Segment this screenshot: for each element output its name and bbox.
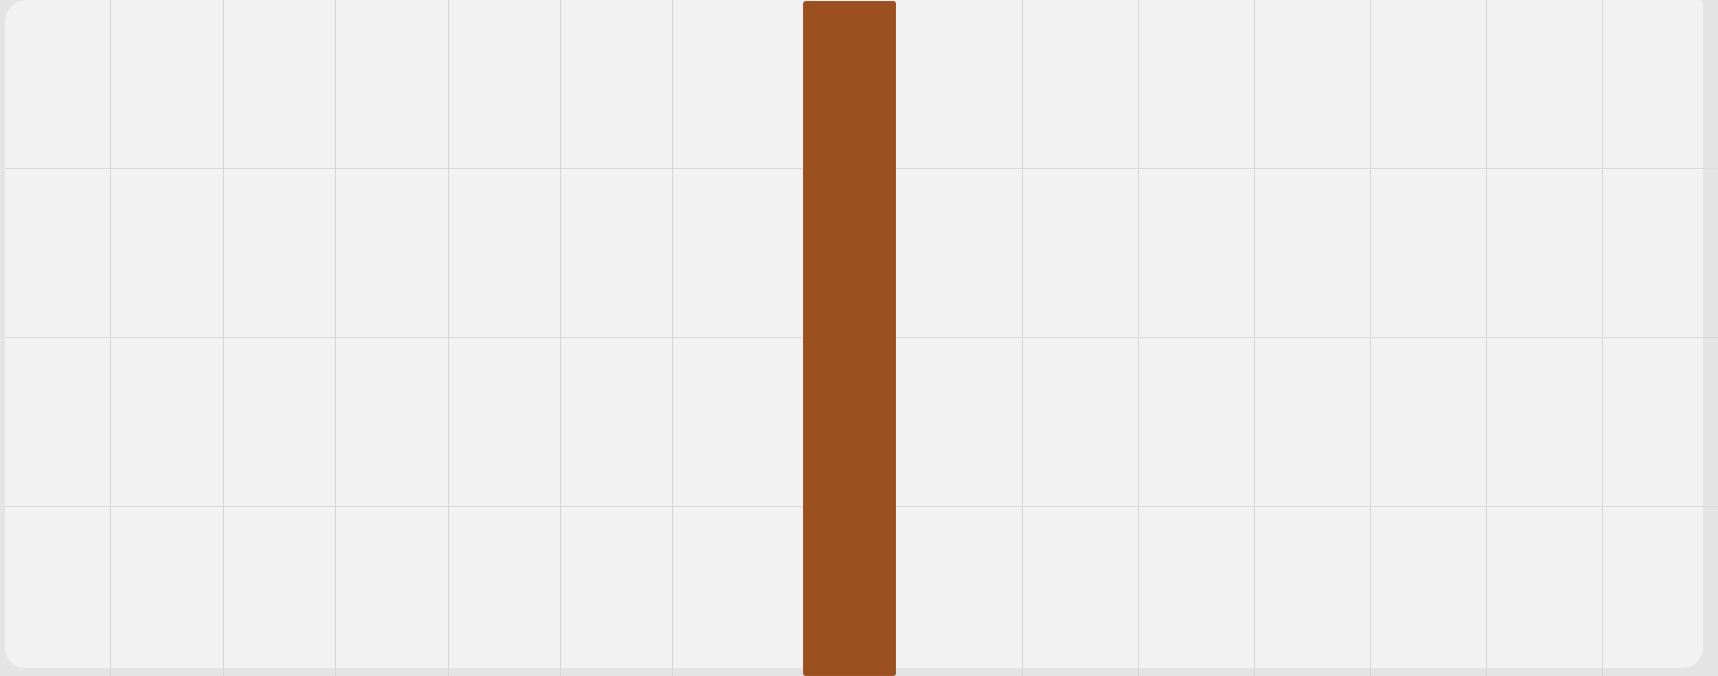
grid-line-vertical	[223, 0, 224, 668]
grid-line-vertical	[1602, 0, 1603, 668]
grid-line-vertical	[335, 668, 336, 676]
grid-line-vertical	[335, 0, 336, 668]
grid-line-vertical	[223, 668, 224, 676]
grid-line-vertical	[1486, 668, 1487, 676]
grid-line-vertical	[1022, 668, 1023, 676]
grid-line-horizontal	[1703, 337, 1718, 338]
grid-line-vertical	[448, 0, 449, 668]
grid-line-vertical	[1370, 0, 1371, 668]
grid-line-vertical	[1254, 668, 1255, 676]
grid-line-vertical	[560, 0, 561, 668]
grid-line-vertical	[1138, 668, 1139, 676]
grid-line-vertical	[1602, 668, 1603, 676]
vertical-block-piece[interactable]	[803, 1, 896, 676]
grid-line-horizontal	[1703, 168, 1718, 169]
grid-line-horizontal	[1703, 506, 1718, 507]
grid-line-vertical	[110, 0, 111, 668]
grid-line-vertical	[1022, 0, 1023, 668]
grid-line-vertical	[1254, 0, 1255, 668]
grid-line-vertical	[1138, 0, 1139, 668]
grid-line-vertical	[110, 668, 111, 676]
grid-line-vertical	[1370, 668, 1371, 676]
grid-line-vertical	[560, 668, 561, 676]
grid-line-vertical	[1486, 0, 1487, 668]
grid-line-vertical	[672, 668, 673, 676]
grid-line-vertical	[448, 668, 449, 676]
grid-line-vertical	[672, 0, 673, 668]
